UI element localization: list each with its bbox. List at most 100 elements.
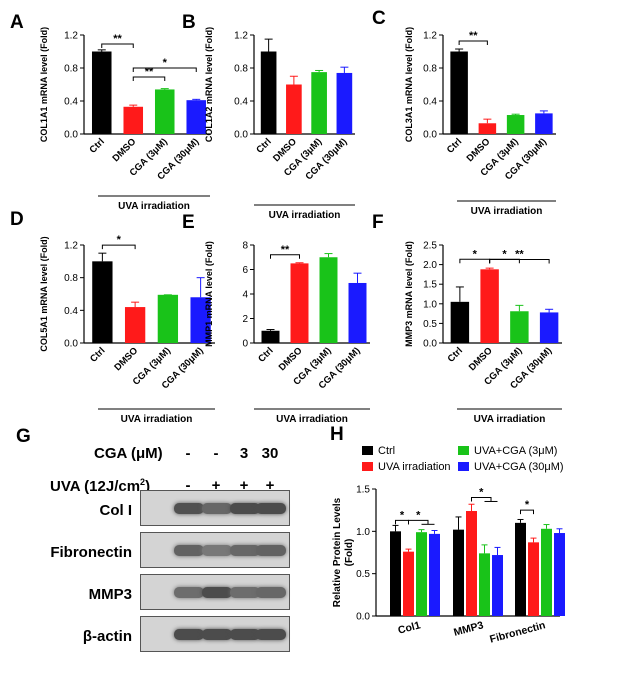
bar-fibronectin bbox=[528, 542, 539, 616]
y-tick-label: 0.0 bbox=[64, 339, 78, 350]
x-tick-label: Ctrl bbox=[256, 345, 275, 364]
uva-label: UVA irradiation bbox=[474, 414, 546, 425]
legend-label: UVA+CGA (30μM) bbox=[474, 461, 564, 473]
significance-label: * bbox=[163, 57, 168, 69]
bar-cga-30-m- bbox=[539, 312, 559, 343]
chart-panel-d: D 0.0 0.4 0.8 1.2 COL5A1 mRNA level (Fold) Ctr… bbox=[10, 209, 215, 425]
x-tick-label: CGA (30μM) bbox=[317, 345, 363, 391]
significance-label: * bbox=[502, 248, 507, 260]
bar-cga-3-m- bbox=[157, 294, 179, 343]
cga-value: - bbox=[213, 445, 219, 462]
significance-bracket bbox=[132, 67, 197, 72]
y-tick-label: 0.4 bbox=[64, 306, 78, 317]
y-tick-label: 0.4 bbox=[423, 97, 437, 108]
significance-label: * bbox=[117, 234, 122, 246]
significance-label: ** bbox=[145, 66, 154, 78]
y-tick-label: 6 bbox=[242, 265, 248, 276]
x-tick-label: DMSO bbox=[467, 345, 495, 373]
legend-swatch bbox=[362, 446, 373, 455]
y-tick-label: 0.0 bbox=[423, 339, 437, 350]
x-tick-label: Ctrl bbox=[88, 136, 107, 155]
blot-band bbox=[202, 629, 232, 640]
x-tick-label: DMSO bbox=[112, 345, 140, 373]
cga-value: - bbox=[185, 445, 191, 462]
significance-label: ** bbox=[469, 30, 478, 42]
blot-strip bbox=[140, 490, 290, 526]
blot-band bbox=[174, 587, 204, 598]
y-tick-label: 1.2 bbox=[64, 241, 78, 252]
bar-mmp3 bbox=[492, 555, 503, 616]
significance-bracket bbox=[458, 40, 488, 46]
uva-value: + bbox=[211, 477, 221, 494]
x-tick-label: DMSO bbox=[110, 136, 138, 164]
blot-strip bbox=[140, 532, 290, 568]
y-axis-label: MMP1 mRNA level (Fold) bbox=[204, 241, 214, 347]
uva-label: UVA irradiation bbox=[471, 206, 543, 217]
y-tick-label: 2.5 bbox=[423, 241, 437, 252]
y-tick-label: 0.4 bbox=[64, 97, 78, 108]
blot-band bbox=[202, 503, 232, 514]
panel-letter-f: F bbox=[372, 212, 384, 233]
bar-col1 bbox=[403, 551, 414, 616]
bar-mmp3 bbox=[466, 511, 477, 616]
blot-label: β-actin bbox=[82, 628, 132, 645]
x-tick-label: CGA (3μM) bbox=[128, 136, 170, 178]
significance-bracket bbox=[101, 43, 134, 48]
significance-bracket bbox=[489, 258, 520, 264]
x-tick-label: Col1 bbox=[397, 619, 422, 637]
bar-fibronectin bbox=[554, 533, 565, 616]
blot-band bbox=[174, 629, 204, 640]
bar-fibronectin bbox=[541, 528, 552, 616]
blot-band bbox=[174, 545, 204, 556]
blot-band bbox=[256, 545, 286, 556]
y-tick-label: 0.0 bbox=[234, 130, 248, 141]
bar-mmp3 bbox=[479, 553, 490, 616]
chart-panel-f: F 0.0 0.5 1.0 1.5 2.0 2.5 MMP3 mRNA level (Fold… bbox=[372, 212, 562, 425]
panel-letter-c: C bbox=[372, 8, 386, 29]
x-tick-label: DMSO bbox=[271, 136, 299, 164]
panel-letter-d: D bbox=[10, 209, 24, 230]
significance-label: * bbox=[479, 486, 484, 498]
chart-panel-h: H 0.0 0.5 1.0 1.5 Relative Protein Levels (Fol… bbox=[330, 424, 565, 646]
x-tick-label: CGA (3μM) bbox=[282, 136, 324, 178]
significance-label: * bbox=[400, 509, 405, 521]
y-axis-label: COL1A1 mRNA level (Fold) bbox=[39, 27, 49, 142]
y-tick-label: 0.0 bbox=[64, 130, 78, 141]
panel-letter-h: H bbox=[330, 424, 344, 445]
x-tick-label: Fibronectin bbox=[488, 619, 546, 645]
y-axis-label: Relative Protein Levels bbox=[332, 497, 343, 607]
cga-row-label: CGA (μM) bbox=[94, 445, 163, 462]
panel-letter-a: A bbox=[10, 12, 24, 33]
x-tick-label: MMP3 bbox=[452, 619, 485, 638]
legend-swatch bbox=[458, 446, 469, 455]
bar-ctrl bbox=[92, 261, 113, 343]
y-tick-label: 1.0 bbox=[356, 527, 370, 538]
legend-label: Ctrl bbox=[378, 445, 395, 457]
cga-value: 3 bbox=[239, 445, 249, 462]
bar-dmso bbox=[123, 106, 144, 134]
significance-label: * bbox=[416, 509, 421, 521]
x-tick-label: Ctrl bbox=[88, 345, 107, 364]
chart-panel-b: B 0.0 0.4 0.8 1.2 COL1A2 mRNA level (Fold) Ctr… bbox=[182, 12, 355, 221]
chart-panel-c: C 0.0 0.4 0.8 1.2 COL3A1 mRNA level (Fold) Ctr… bbox=[372, 8, 556, 217]
bar-cga-30-m- bbox=[336, 72, 353, 134]
legend-label: UVA irradiation bbox=[378, 461, 451, 473]
bar-cga-30-m- bbox=[186, 100, 207, 134]
bar-fibronectin bbox=[515, 522, 526, 616]
y-tick-label: 0.5 bbox=[356, 569, 370, 580]
y-tick-label: 1.2 bbox=[423, 31, 437, 42]
y-tick-label: 1.2 bbox=[64, 31, 78, 42]
y-tick-label: 0.8 bbox=[234, 64, 248, 75]
significance-bracket bbox=[101, 244, 136, 250]
blot-strip bbox=[140, 574, 290, 610]
blot-band bbox=[202, 587, 232, 598]
blot-band bbox=[256, 587, 286, 598]
blot-label: MMP3 bbox=[88, 586, 132, 603]
y-tick-label: 0 bbox=[242, 339, 248, 350]
uva-label: UVA irradiation bbox=[269, 210, 341, 221]
bar-cga-30-m- bbox=[535, 113, 553, 134]
significance-bracket bbox=[132, 76, 166, 81]
y-axis-label: COL1A2 mRNA level (Fold) bbox=[204, 27, 214, 142]
bar-dmso bbox=[124, 307, 146, 343]
cga-value: 30 bbox=[261, 445, 279, 462]
